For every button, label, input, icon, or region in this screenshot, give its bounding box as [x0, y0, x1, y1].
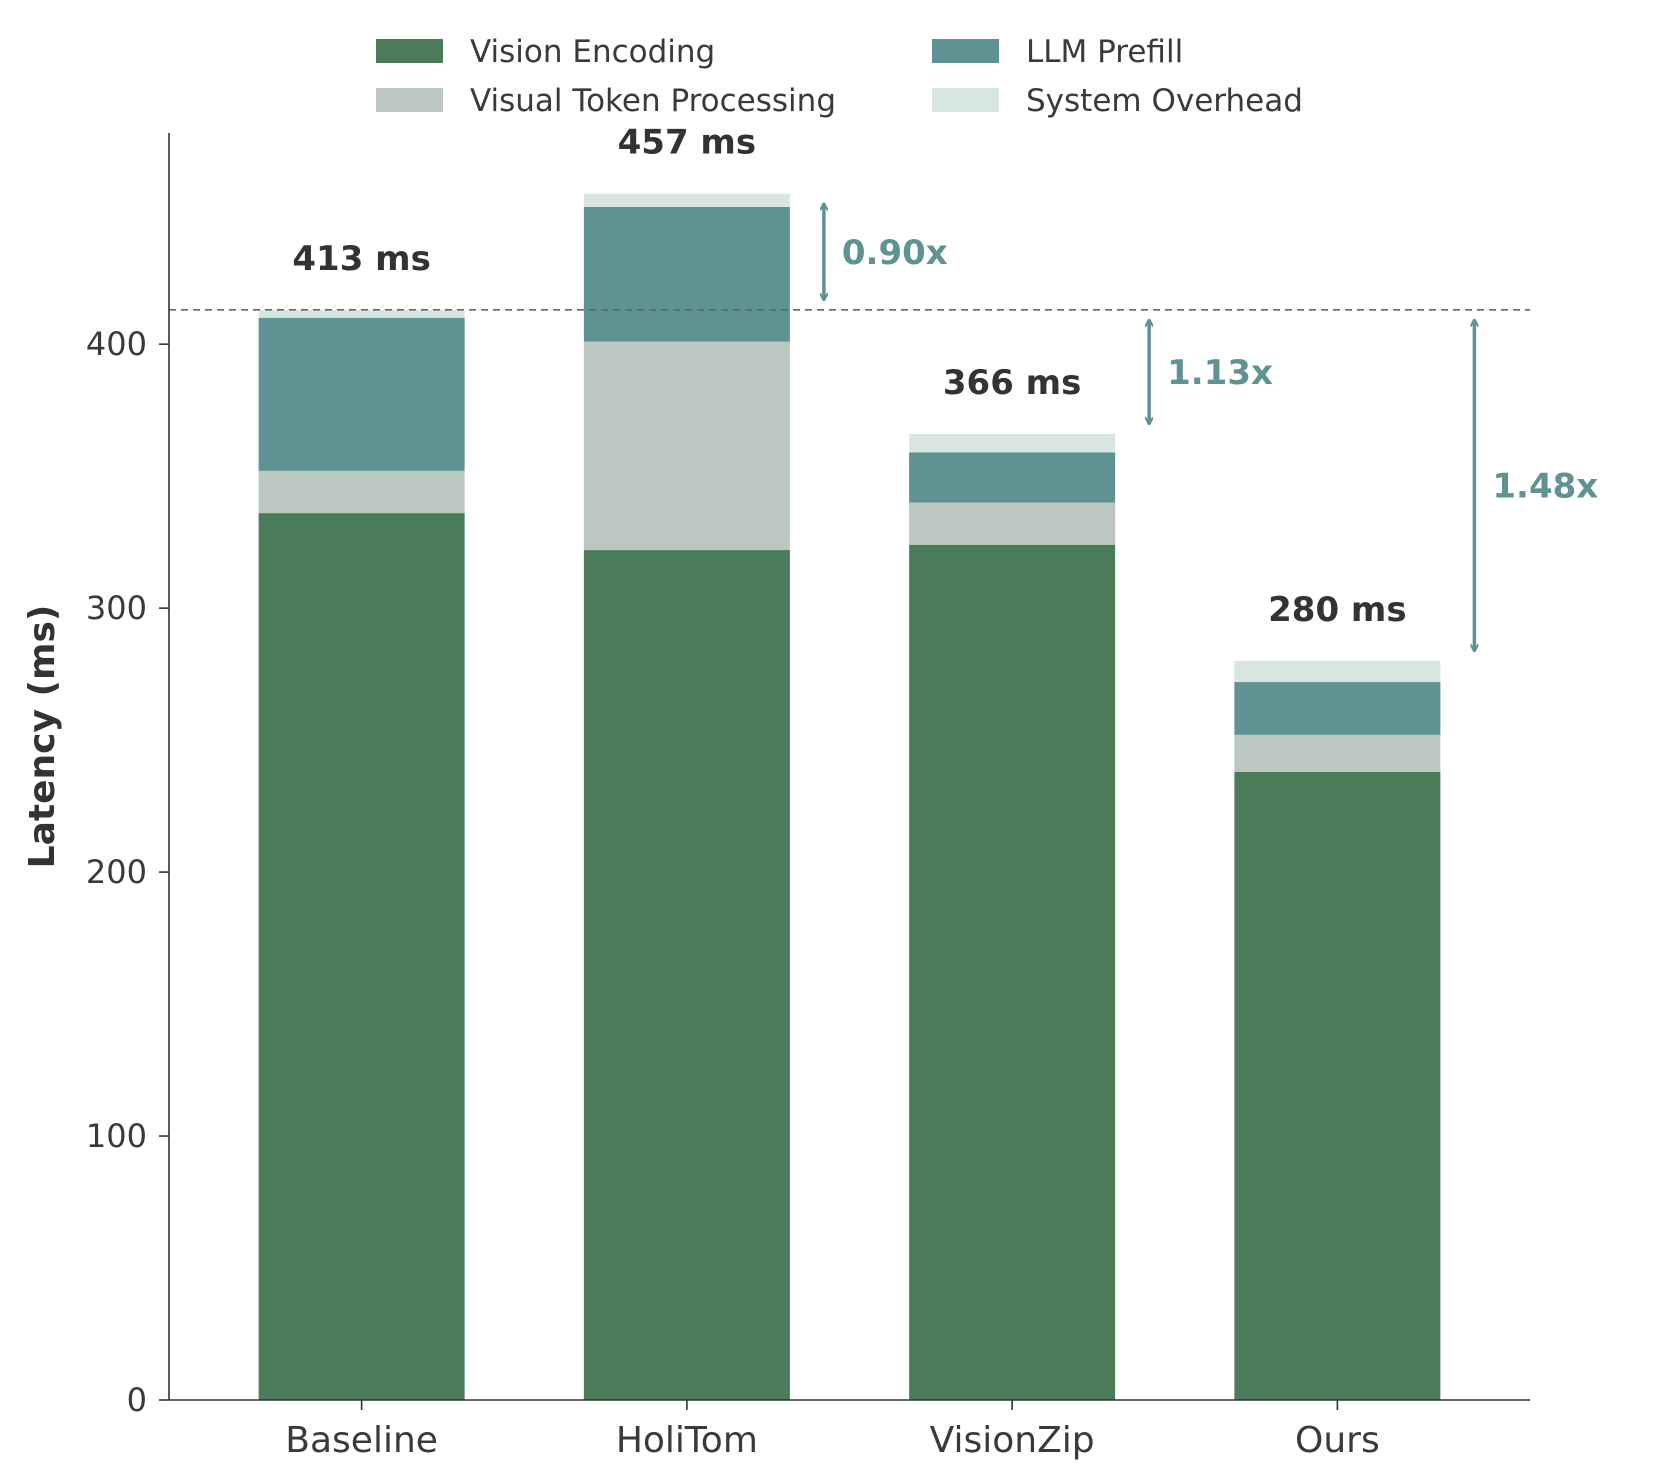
bar-holitom-visual-token-processing	[583, 341, 790, 551]
bar-ours-llm-prefill	[1234, 682, 1441, 735]
bar-holitom-system-overhead	[583, 193, 790, 207]
legend-swatch-llm-prefill	[932, 39, 999, 63]
y-tick-label-300: 300	[86, 589, 147, 627]
x-tick-label-holitom: HoliTom	[616, 1420, 758, 1461]
bar-visionzip-vision-encoding	[909, 544, 1116, 1400]
bar-baseline-system-overhead	[258, 309, 465, 318]
bar-baseline-llm-prefill	[258, 317, 465, 471]
y-tick-label-100: 100	[86, 1117, 147, 1155]
speedup-label-holitom: 0.90x	[842, 233, 948, 273]
speedup-label-ours: 1.48x	[1492, 466, 1598, 506]
total-label-visionzip: 366 ms	[943, 363, 1081, 403]
annotations: 413 ms 457 ms 366 ms 280 ms 0.90x 1.13x 1.48x	[169, 123, 1598, 651]
legend-label-system-overhead: System Overhead	[1026, 83, 1303, 119]
total-label-holitom: 457 ms	[618, 123, 756, 163]
bar-holitom-vision-encoding	[583, 550, 790, 1400]
y-tick-label-200: 200	[86, 853, 147, 891]
bar-ours-system-overhead	[1234, 660, 1441, 683]
legend-label-visual-token-processing: Visual Token Processing	[470, 83, 836, 119]
speedup-label-visionzip: 1.13x	[1167, 353, 1273, 393]
bar-baseline-visual-token-processing	[258, 470, 465, 514]
y-axis-label: Latency (ms)	[22, 605, 63, 869]
bar-holitom-llm-prefill	[583, 206, 790, 342]
legend: Vision Encoding Visual Token Processing LL…	[376, 34, 1303, 119]
y-tick-label-400: 400	[86, 325, 147, 363]
legend-label-llm-prefill: LLM Prefill	[1026, 34, 1183, 70]
legend-swatch-visual-token-processing	[376, 88, 443, 112]
bar-ours-vision-encoding	[1234, 771, 1441, 1400]
y-tick-label-0: 0	[127, 1381, 147, 1419]
legend-label-vision-encoding: Vision Encoding	[470, 34, 715, 70]
x-tick-label-visionzip: VisionZip	[930, 1420, 1095, 1461]
bar-baseline-vision-encoding	[258, 513, 465, 1400]
bar-visionzip-system-overhead	[909, 433, 1116, 453]
legend-swatch-vision-encoding	[376, 39, 443, 63]
bar-visionzip-visual-token-processing	[909, 502, 1116, 545]
bars	[258, 193, 1441, 1400]
x-tick-label-ours: Ours	[1295, 1420, 1380, 1461]
x-tick-label-baseline: Baseline	[285, 1420, 438, 1461]
bar-visionzip-llm-prefill	[909, 452, 1116, 503]
total-label-ours: 280 ms	[1268, 590, 1406, 630]
total-label-baseline: 413 ms	[292, 239, 430, 279]
legend-swatch-system-overhead	[932, 88, 999, 112]
axes: 0 100 200 300 400 Baseline HoliTom VisionZip Our…	[22, 133, 1530, 1461]
bar-ours-visual-token-processing	[1234, 734, 1441, 772]
